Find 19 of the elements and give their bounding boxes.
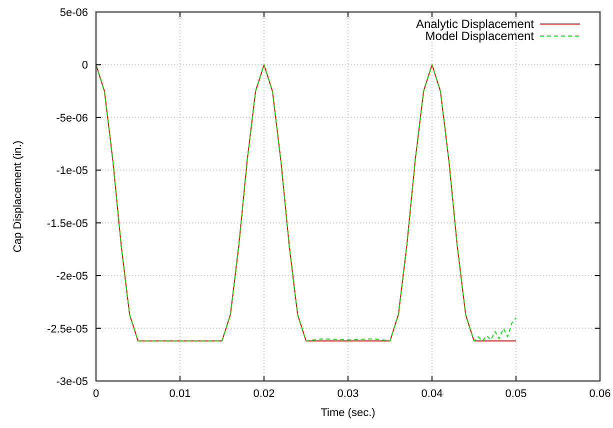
x-tick-label: 0.04	[421, 388, 443, 400]
y-tick-label: -3e-05	[56, 376, 88, 388]
y-axis-title: Cap Displacement (in.)	[12, 140, 24, 252]
x-tick-label: 0	[92, 388, 100, 400]
legend-label: Analytic Displacement	[416, 17, 535, 31]
y-tick-label: 0	[82, 60, 88, 72]
x-tick-label: 0.05	[505, 388, 527, 400]
x-axis-title: Time (sec.)	[320, 407, 376, 419]
y-tick-label: -1e-05	[56, 165, 88, 178]
x-tick-label: 0.02	[253, 388, 275, 400]
x-tick-label: 0.03	[337, 388, 359, 400]
x-tick-label: 0.06	[589, 388, 611, 400]
legend-label: Model Displacement	[425, 29, 535, 43]
y-tick-label: -1.5e-05	[47, 218, 88, 230]
y-tick-label: -2.5e-05	[47, 323, 88, 336]
y-tick-label: -5e-06	[56, 112, 88, 124]
y-tick-label: 5e-06	[60, 7, 88, 19]
x-tick-label: 0.01	[169, 388, 191, 400]
y-tick-label: -2e-05	[56, 270, 88, 283]
